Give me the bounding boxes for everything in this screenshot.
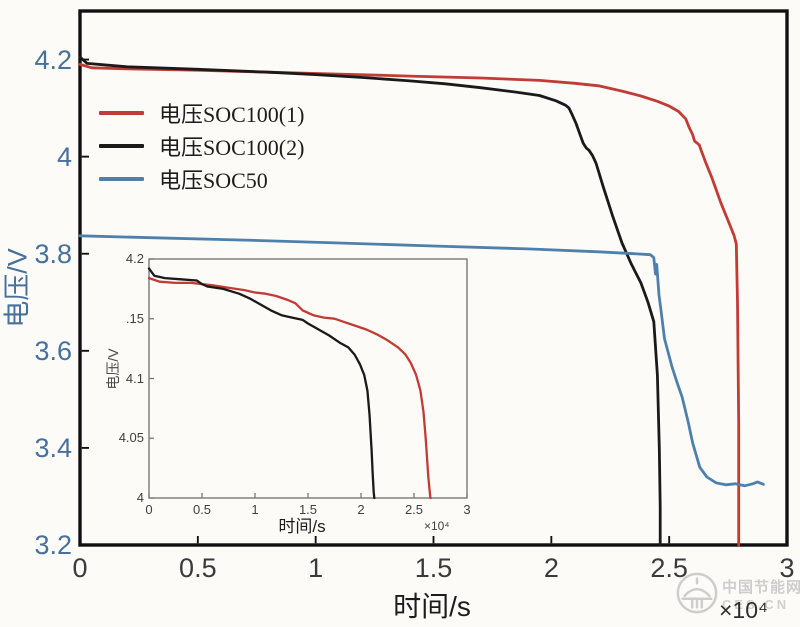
inset-x-tick-label: 2.5 xyxy=(404,502,424,517)
watermark-site-abbr: CES.CN xyxy=(722,597,790,612)
main-x-tick-label: 3 xyxy=(779,553,795,583)
legend-item: 电压SOC100(2) xyxy=(99,129,304,162)
main-x-tick-label: 1 xyxy=(308,553,324,583)
main-axes-frame xyxy=(78,9,789,547)
legend-line-sample xyxy=(99,110,144,115)
legend: 电压SOC100(1) 电压SOC100(2) 电压SOC50 xyxy=(99,96,304,195)
inset-y-tick-label: 4.05 xyxy=(118,430,144,446)
inset-x-tick-label: 1.5 xyxy=(298,502,318,517)
main-series-电压SOC100(2) xyxy=(78,55,662,547)
main-y-tick-label: 3.4 xyxy=(34,432,72,463)
main-x-axis-label: 时间/s xyxy=(393,591,471,622)
legend-item: 电压SOC50 xyxy=(99,162,304,195)
legend-line-sample xyxy=(99,143,144,148)
inset-x-tick-label: 0 xyxy=(145,502,153,517)
main-x-tick-label: 2.5 xyxy=(650,553,688,583)
main-x-tick-label: 0.5 xyxy=(179,553,217,583)
main-x-tick-label: 0 xyxy=(72,553,88,583)
watermark: 中国节能网 CES.CN xyxy=(674,570,800,616)
inset-x-axis-label: 时间/s xyxy=(278,517,326,536)
main-y-tick-label: 3.8 xyxy=(34,238,72,269)
legend-item: 电压SOC100(1) xyxy=(99,96,304,129)
watermark-site-name: 中国节能网 xyxy=(722,579,800,596)
inset-y-tick-label: 4 xyxy=(136,490,144,505)
inset-y-tick-label: .15 xyxy=(125,310,144,326)
main-y-tick-label: 3.2 xyxy=(34,530,72,560)
legend-label: 电压SOC50 xyxy=(159,167,268,193)
inset-x-tick-label: 2 xyxy=(357,502,365,517)
main-y-tick-label: 3.6 xyxy=(34,335,72,366)
main-series-电压SOC100(1) xyxy=(78,63,741,547)
main-x-tick-label: 1.5 xyxy=(414,553,453,583)
inset-x-scale-label: ×10⁴ xyxy=(424,519,450,533)
inset-y-tick-label: 4.2 xyxy=(125,251,144,266)
legend-label: 电压SOC100(1) xyxy=(159,101,305,127)
inset-y-tick-label: 4.1 xyxy=(125,370,144,386)
inset-axes-frame xyxy=(148,258,468,499)
inset-x-tick-label: 1 xyxy=(251,502,259,517)
inset-x-tick-label: 0.5 xyxy=(192,502,212,517)
inset-series-电压SOC100(2) xyxy=(147,267,376,500)
main-x-scale-label: ×10⁴ xyxy=(719,597,768,623)
main-y-tick-label: 4 xyxy=(56,141,72,172)
inset-chart xyxy=(147,258,468,500)
inset-series-电压SOC100(1) xyxy=(147,276,432,500)
watermark-logo-icon xyxy=(676,572,718,614)
legend-line-sample xyxy=(99,176,144,181)
main-y-tick-label: 4.2 xyxy=(34,44,72,75)
main-x-tick-label: 2 xyxy=(543,553,559,583)
inset-x-tick-label: 3 xyxy=(463,502,471,517)
main-series-电压SOC50 xyxy=(78,234,765,488)
legend-label: 电压SOC100(2) xyxy=(159,134,305,160)
main-chart xyxy=(78,9,789,547)
